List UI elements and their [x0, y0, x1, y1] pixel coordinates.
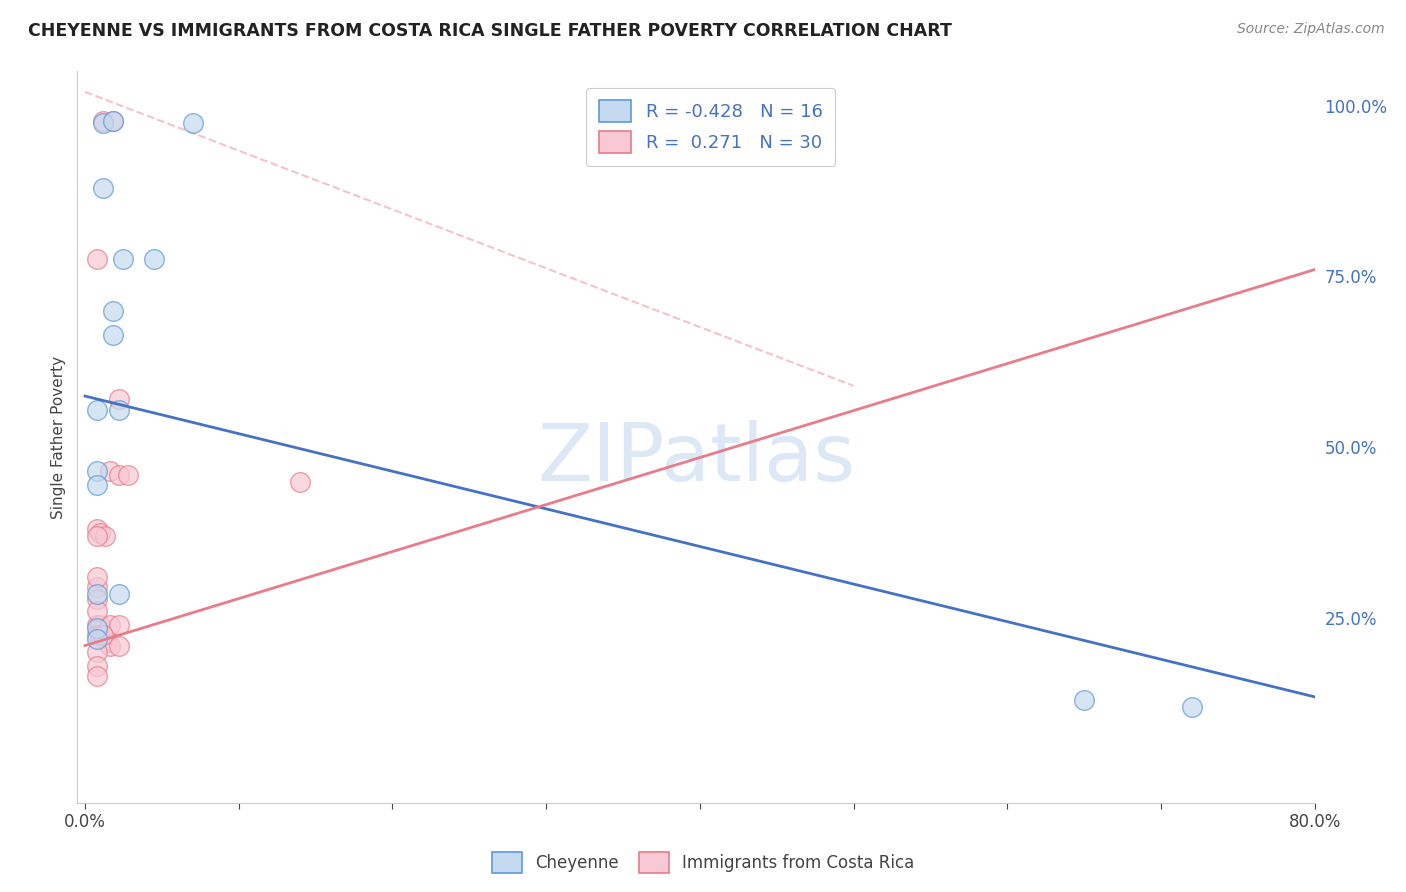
- Point: [86, 669, 108, 683]
- Point: [1073, 693, 1095, 707]
- Point: [93, 180, 115, 194]
- Point: [98, 618, 121, 632]
- Point: [93, 628, 115, 642]
- Point: [93, 628, 115, 642]
- Point: [98, 464, 121, 478]
- Point: [290, 475, 312, 489]
- Text: Source: ZipAtlas.com: Source: ZipAtlas.com: [1237, 22, 1385, 37]
- Point: [86, 645, 108, 659]
- Point: [86, 252, 108, 267]
- Point: [86, 592, 108, 607]
- Point: [108, 618, 131, 632]
- Point: [86, 522, 108, 536]
- Point: [108, 402, 131, 417]
- Point: [101, 113, 124, 128]
- Point: [101, 113, 124, 128]
- Point: [86, 604, 108, 618]
- Point: [108, 639, 131, 653]
- Text: CHEYENNE VS IMMIGRANTS FROM COSTA RICA SINGLE FATHER POVERTY CORRELATION CHART: CHEYENNE VS IMMIGRANTS FROM COSTA RICA S…: [28, 22, 952, 40]
- Point: [89, 525, 111, 540]
- Point: [86, 618, 108, 632]
- Point: [94, 529, 117, 543]
- Point: [117, 467, 139, 482]
- Point: [86, 570, 108, 584]
- Point: [98, 639, 121, 653]
- Point: [112, 252, 135, 267]
- Point: [93, 113, 115, 128]
- Point: [86, 478, 108, 492]
- Point: [181, 115, 204, 129]
- Point: [86, 628, 108, 642]
- Legend: R = -0.428   N = 16, R =  0.271   N = 30: R = -0.428 N = 16, R = 0.271 N = 30: [586, 87, 835, 166]
- Y-axis label: Single Father Poverty: Single Father Poverty: [51, 356, 66, 518]
- Point: [86, 659, 108, 673]
- Point: [86, 587, 108, 601]
- Point: [86, 581, 108, 595]
- Point: [89, 618, 111, 632]
- Point: [93, 115, 115, 129]
- Point: [101, 303, 124, 318]
- Point: [86, 632, 108, 646]
- Point: [86, 464, 108, 478]
- Point: [86, 402, 108, 417]
- Text: ZIPatlas: ZIPatlas: [537, 420, 855, 498]
- Point: [143, 252, 166, 267]
- Point: [86, 529, 108, 543]
- Point: [108, 467, 131, 482]
- Point: [96, 635, 118, 649]
- Legend: Cheyenne, Immigrants from Costa Rica: Cheyenne, Immigrants from Costa Rica: [485, 846, 921, 880]
- Point: [108, 392, 131, 407]
- Point: [89, 628, 111, 642]
- Point: [86, 622, 108, 636]
- Point: [1181, 700, 1204, 714]
- Point: [101, 327, 124, 342]
- Point: [108, 587, 131, 601]
